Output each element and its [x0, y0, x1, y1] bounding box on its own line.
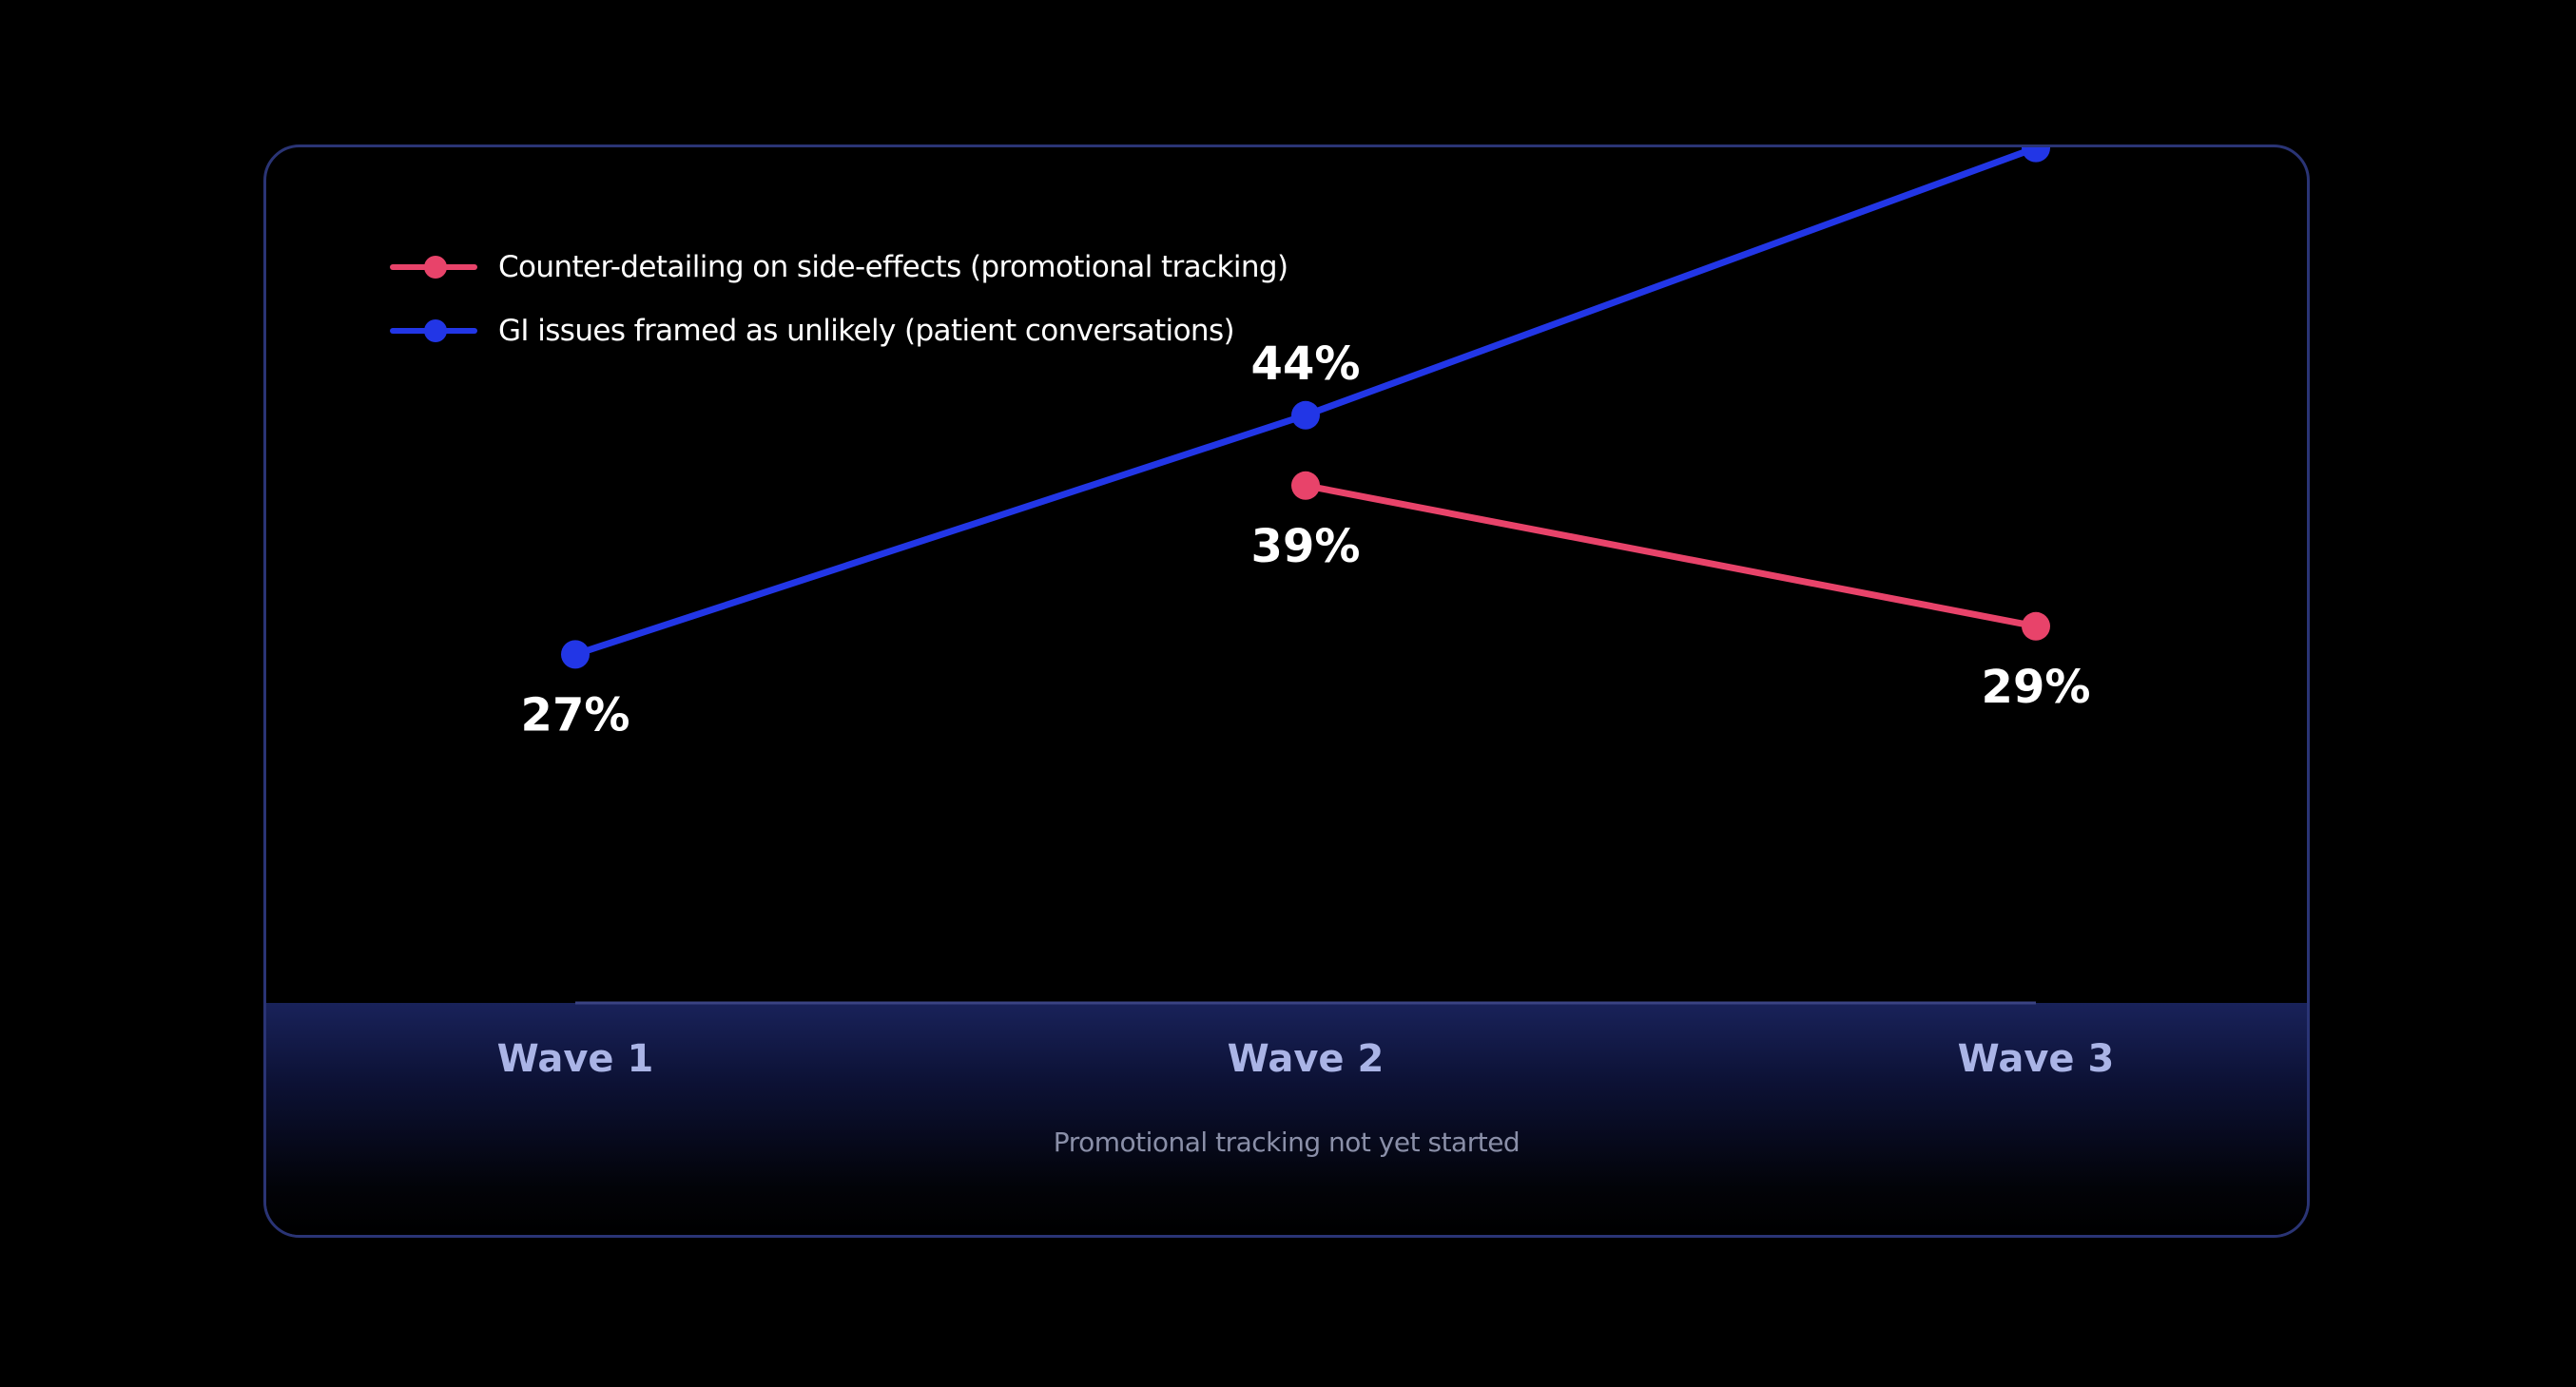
- data-label: 27%: [521, 688, 630, 742]
- series-line-0: [1302, 482, 2040, 630]
- legend-label: GI issues framed as unlikely (patient co…: [498, 313, 1235, 348]
- annotation-note: Promotional tracking not yet started: [1053, 1127, 1520, 1158]
- x-tick-label: Wave 2: [1228, 1037, 1385, 1081]
- data-point: [1291, 400, 1320, 430]
- legend-label: Counter-detailing on side-effects (promo…: [498, 249, 1288, 284]
- data-point: [2022, 611, 2050, 641]
- x-tick-label: Wave 3: [1958, 1037, 2115, 1081]
- legend-swatch-blue: [390, 318, 477, 342]
- data-point: [1291, 471, 1320, 500]
- data-point: [561, 640, 590, 669]
- data-label: 44%: [1251, 337, 1361, 391]
- x-tick-label: Wave 1: [497, 1037, 654, 1081]
- data-point: [2022, 147, 2050, 163]
- legend: Counter-detailing on side-effects (promo…: [390, 235, 1288, 362]
- data-label: 29%: [1982, 661, 2091, 714]
- legend-item-counter-detailing[interactable]: Counter-detailing on side-effects (promo…: [390, 235, 1288, 299]
- legend-item-gi-issues[interactable]: GI issues framed as unlikely (patient co…: [390, 299, 1288, 362]
- legend-swatch-pink: [390, 255, 477, 279]
- data-label: 39%: [1251, 520, 1361, 573]
- x-axis-band: [266, 1003, 2307, 1235]
